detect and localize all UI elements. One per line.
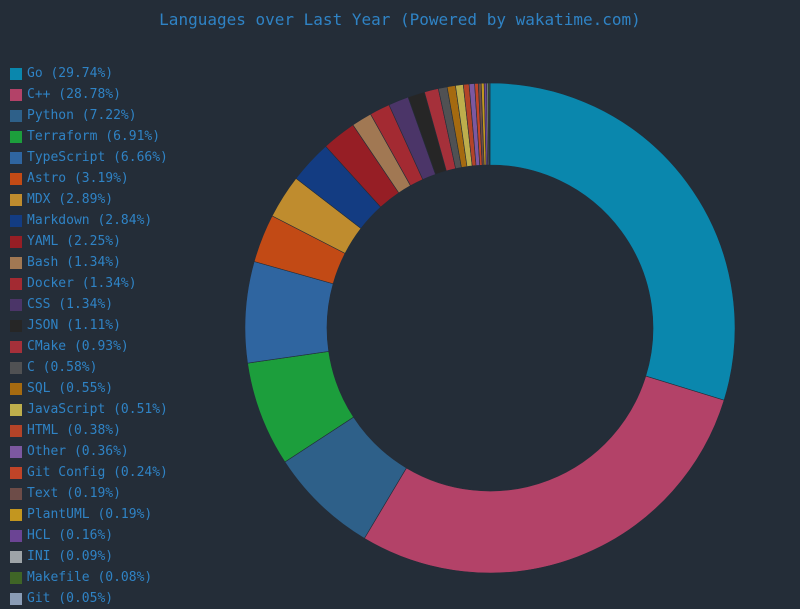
legend-swatch [10, 571, 22, 584]
legend-label: JavaScript (0.51%) [27, 402, 168, 417]
legend-item[interactable]: Terraform (6.91%) [10, 126, 168, 147]
legend-item[interactable]: Makefile (0.08%) [10, 567, 168, 588]
legend-label: Text (0.19%) [27, 486, 121, 501]
legend-swatch [10, 130, 22, 143]
legend-item[interactable]: MDX (2.89%) [10, 189, 168, 210]
legend-label: YAML (2.25%) [27, 234, 121, 249]
legend-item[interactable]: HTML (0.38%) [10, 420, 168, 441]
legend-label: Makefile (0.08%) [27, 570, 153, 585]
legend-label: Other (0.36%) [27, 444, 129, 459]
legend-item[interactable]: C (0.58%) [10, 357, 168, 378]
legend-label: Astro (3.19%) [27, 171, 129, 186]
legend-item[interactable]: JSON (1.11%) [10, 315, 168, 336]
legend-swatch [10, 214, 22, 227]
legend-item[interactable]: Docker (1.34%) [10, 273, 168, 294]
legend-swatch [10, 382, 22, 395]
legend-swatch [10, 298, 22, 311]
legend-label: JSON (1.11%) [27, 318, 121, 333]
legend-swatch [10, 592, 22, 605]
chart-title: Languages over Last Year (Powered by wak… [159, 10, 641, 29]
legend-swatch [10, 193, 22, 206]
legend-label: HTML (0.38%) [27, 423, 121, 438]
chart-legend: Go (29.74%) C++ (28.78%) Python (7.22%) Ter… [10, 63, 168, 609]
legend-swatch [10, 235, 22, 248]
legend-label: INI (0.09%) [27, 549, 114, 564]
legend-item[interactable]: Markdown (2.84%) [10, 210, 168, 231]
donut-slice[interactable] [489, 82, 736, 401]
legend-label: PlantUML (0.19%) [27, 507, 153, 522]
legend-item[interactable]: Bash (1.34%) [10, 252, 168, 273]
legend-swatch [10, 172, 22, 185]
legend-label: Docker (1.34%) [27, 276, 137, 291]
legend-item[interactable]: JavaScript (0.51%) [10, 399, 168, 420]
legend-item[interactable]: Python (7.22%) [10, 105, 168, 126]
legend-label: MDX (2.89%) [27, 192, 114, 207]
legend-item[interactable]: C++ (28.78%) [10, 84, 168, 105]
legend-label: Go (29.74%) [27, 66, 114, 81]
legend-item[interactable]: SQL (0.55%) [10, 378, 168, 399]
legend-item[interactable]: Text (0.19%) [10, 483, 168, 504]
legend-item[interactable]: CSS (1.34%) [10, 294, 168, 315]
legend-swatch [10, 109, 22, 122]
legend-swatch [10, 550, 22, 563]
legend-swatch [10, 277, 22, 290]
legend-swatch [10, 361, 22, 374]
legend-swatch [10, 487, 22, 500]
legend-item[interactable]: Git (0.05%) [10, 588, 168, 609]
legend-label: Terraform (6.91%) [27, 129, 161, 144]
legend-label: Bash (1.34%) [27, 255, 121, 270]
legend-label: SQL (0.55%) [27, 381, 114, 396]
legend-swatch [10, 445, 22, 458]
legend-swatch [10, 508, 22, 521]
legend-label: TypeScript (6.66%) [27, 150, 168, 165]
legend-swatch [10, 340, 22, 353]
legend-swatch [10, 529, 22, 542]
legend-item[interactable]: INI (0.09%) [10, 546, 168, 567]
legend-label: CMake (0.93%) [27, 339, 129, 354]
legend-item[interactable]: Go (29.74%) [10, 63, 168, 84]
legend-label: Python (7.22%) [27, 108, 137, 123]
legend-swatch [10, 424, 22, 437]
legend-item[interactable]: PlantUML (0.19%) [10, 504, 168, 525]
donut-slice[interactable] [488, 82, 491, 166]
legend-swatch [10, 466, 22, 479]
legend-swatch [10, 67, 22, 80]
legend-item[interactable]: Other (0.36%) [10, 441, 168, 462]
legend-swatch [10, 319, 22, 332]
legend-label: Git (0.05%) [27, 591, 114, 606]
legend-swatch [10, 88, 22, 101]
legend-swatch [10, 151, 22, 164]
legend-label: CSS (1.34%) [27, 297, 114, 312]
legend-item[interactable]: CMake (0.93%) [10, 336, 168, 357]
legend-label: Git Config (0.24%) [27, 465, 168, 480]
legend-label: C (0.58%) [27, 360, 98, 375]
legend-swatch [10, 403, 22, 416]
legend-item[interactable]: Git Config (0.24%) [10, 462, 168, 483]
legend-item[interactable]: TypeScript (6.66%) [10, 147, 168, 168]
legend-item[interactable]: HCL (0.16%) [10, 525, 168, 546]
legend-label: C++ (28.78%) [27, 87, 121, 102]
donut-slice[interactable] [363, 375, 725, 574]
legend-item[interactable]: YAML (2.25%) [10, 231, 168, 252]
legend-swatch [10, 256, 22, 269]
legend-label: Markdown (2.84%) [27, 213, 153, 228]
legend-label: HCL (0.16%) [27, 528, 114, 543]
legend-item[interactable]: Astro (3.19%) [10, 168, 168, 189]
